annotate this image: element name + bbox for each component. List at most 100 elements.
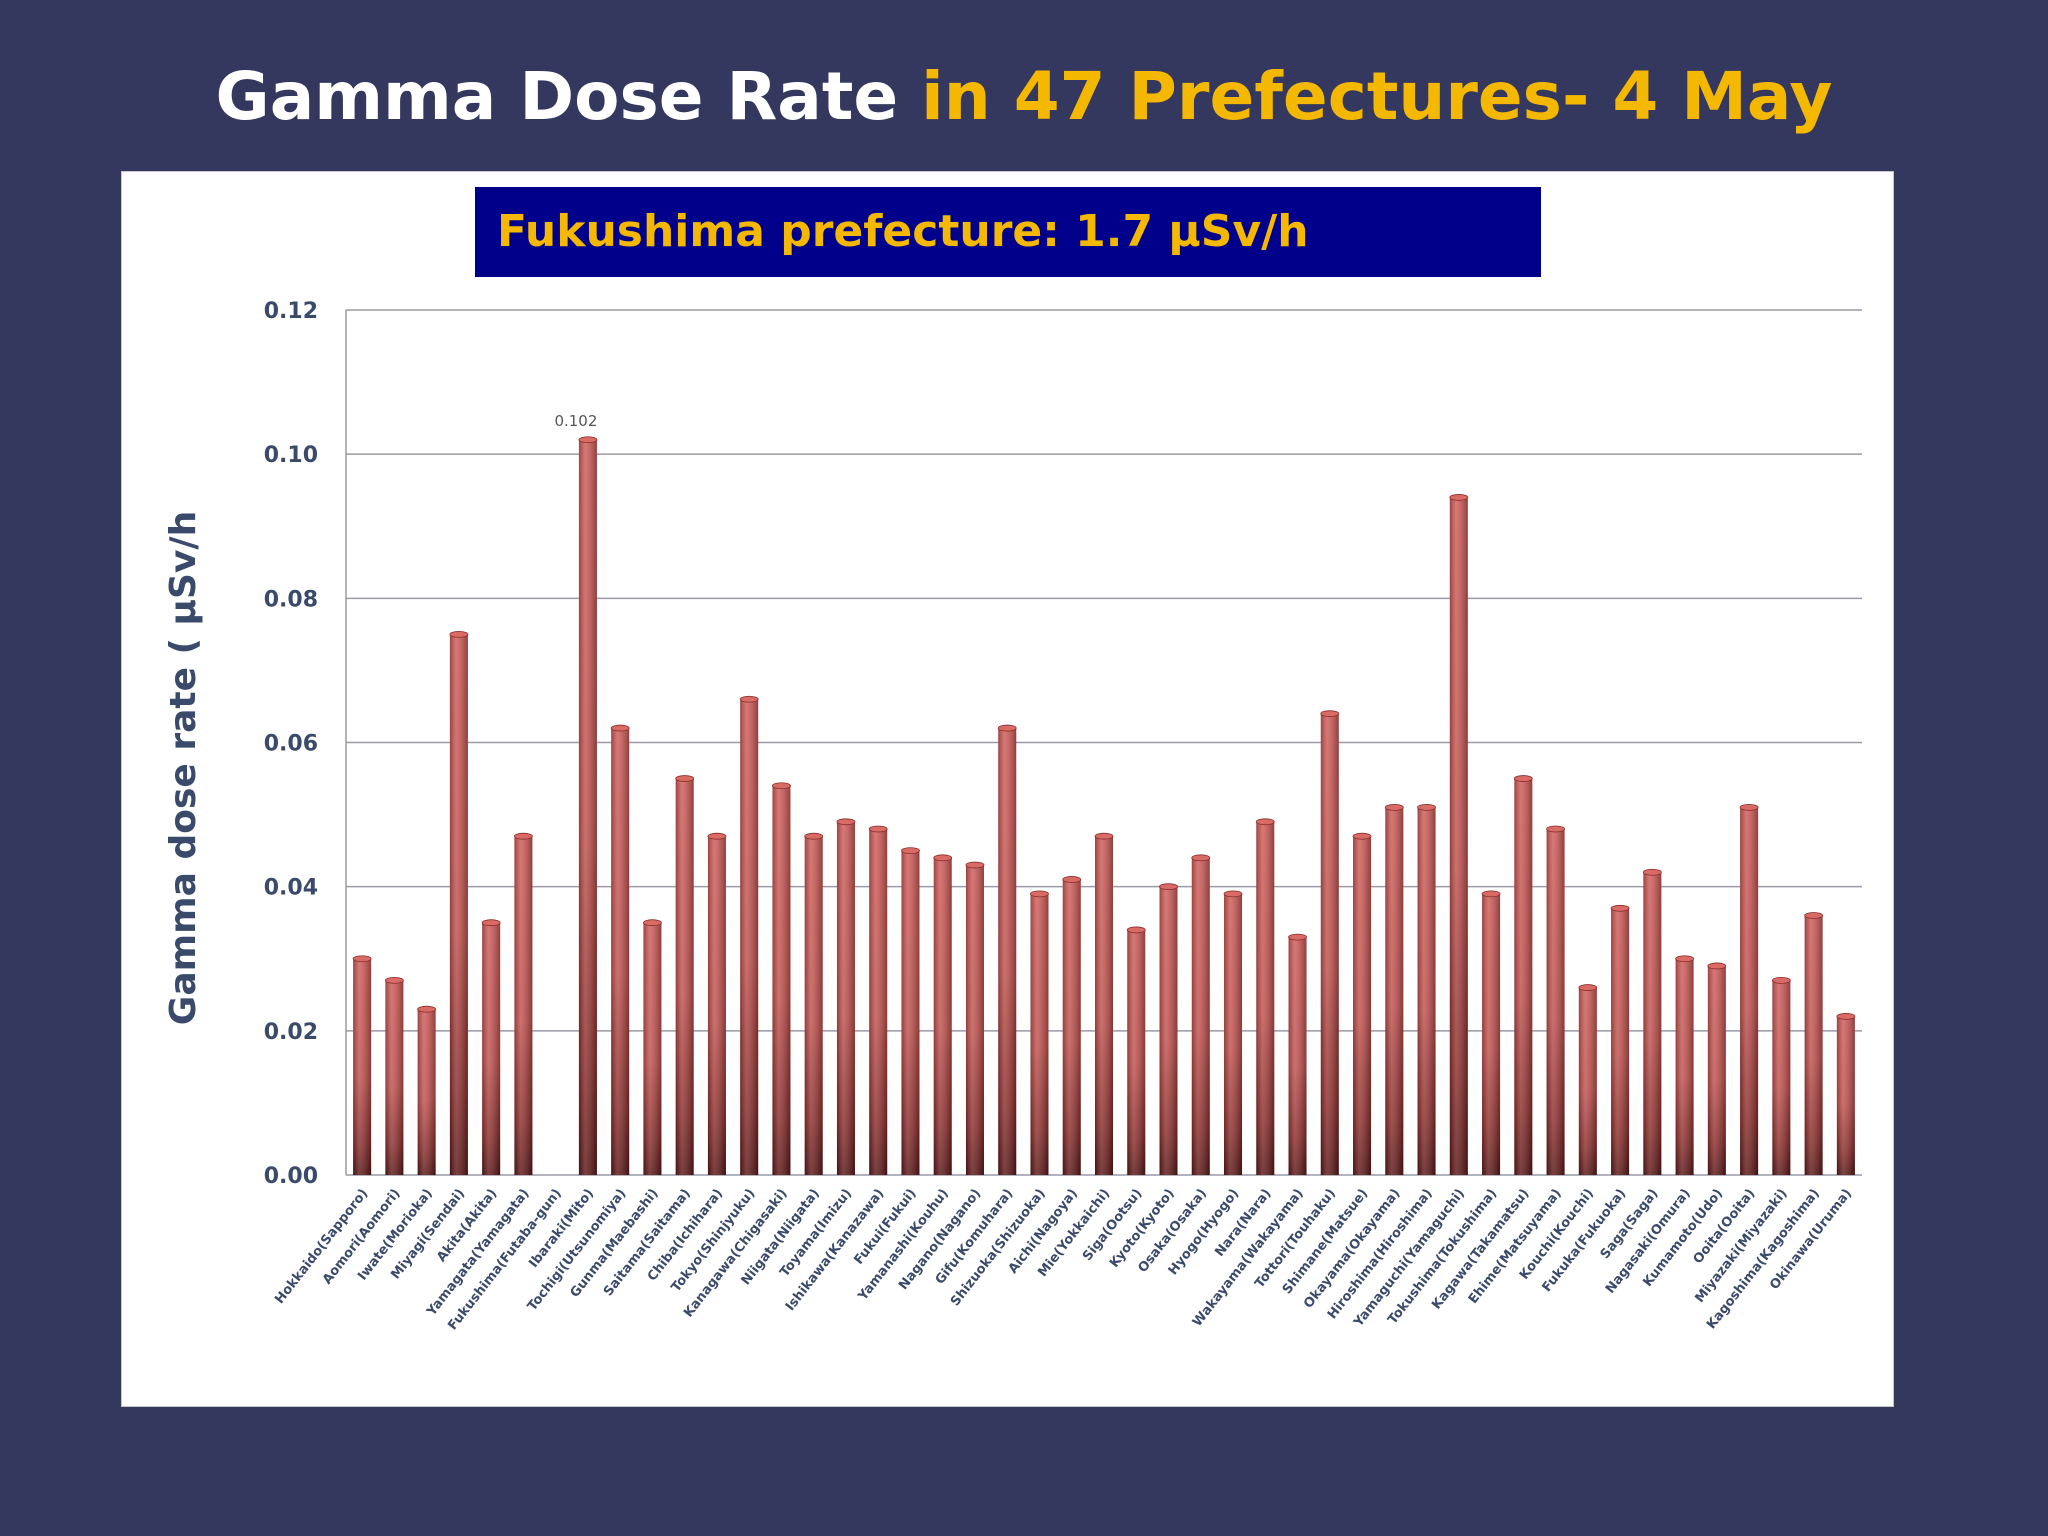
bar-shading	[804, 836, 823, 1175]
bar-shading	[1836, 1016, 1855, 1175]
bar-top	[514, 832, 533, 840]
bar-shading	[449, 634, 468, 1175]
bar-top	[868, 825, 888, 833]
bar	[1352, 832, 1372, 1175]
bar-top	[1610, 904, 1630, 912]
bar-top	[997, 724, 1017, 732]
bar	[1320, 710, 1340, 1175]
y-axis-ticks: 0.00 0.02 0.04 0.06 0.08 0.10 0.12	[264, 299, 318, 1189]
bar-top	[1352, 832, 1372, 840]
bar-shading	[1578, 987, 1597, 1175]
bar-shading	[707, 836, 726, 1175]
bar-top	[352, 955, 372, 963]
bar	[965, 861, 985, 1175]
bar-top	[1546, 825, 1565, 833]
bar-shading	[1804, 915, 1823, 1175]
bar-shading	[901, 850, 920, 1175]
bar	[384, 976, 404, 1175]
bar-top	[965, 861, 985, 869]
bar-shading	[836, 821, 855, 1175]
bar-shading	[1385, 807, 1404, 1175]
bar-shading	[514, 836, 533, 1175]
bar	[1449, 494, 1469, 1176]
bar	[836, 818, 856, 1175]
bar	[1610, 904, 1630, 1175]
bar	[1191, 854, 1211, 1175]
bar	[1546, 825, 1565, 1175]
bar	[1513, 775, 1533, 1175]
bar-top	[1449, 494, 1469, 501]
bar	[739, 695, 759, 1175]
bar	[772, 782, 791, 1175]
bar	[901, 847, 920, 1175]
bar-top	[1707, 962, 1727, 970]
y-tick-label: 0.02	[264, 1020, 318, 1045]
bar	[1707, 962, 1727, 1175]
bar	[804, 832, 824, 1175]
bar-top	[481, 919, 501, 927]
bars	[352, 436, 1856, 1176]
bar-shading	[1191, 857, 1210, 1175]
bar-shading	[1740, 807, 1759, 1175]
bar-top	[578, 436, 598, 444]
fukushima-callout: Fukushima prefecture: 1.7 µSv/h	[475, 187, 1541, 277]
y-axis-title: Gamma dose rate ( µSv/h	[163, 511, 204, 1025]
bar	[610, 724, 630, 1175]
bar-shading	[1062, 879, 1081, 1175]
bar-shading	[965, 865, 984, 1175]
bar	[578, 436, 598, 1175]
bar-shading	[869, 829, 888, 1175]
bar	[1675, 955, 1694, 1175]
bar	[1771, 976, 1791, 1175]
bar-shading	[1546, 829, 1565, 1175]
bar	[1417, 803, 1436, 1175]
bar-shading	[1514, 778, 1533, 1175]
bar-top	[1578, 984, 1598, 991]
bar-shading	[772, 785, 791, 1175]
bar-top	[1513, 775, 1533, 782]
bar-top	[1642, 868, 1662, 876]
bar-shading	[611, 728, 630, 1175]
bar-shading	[1417, 807, 1436, 1175]
y-tick-label: 0.00	[264, 1164, 318, 1189]
bar	[1481, 890, 1501, 1175]
bar	[868, 825, 888, 1175]
bar-shading	[1482, 893, 1501, 1175]
bar	[514, 832, 533, 1175]
bar-shading	[353, 958, 372, 1175]
bar-top	[772, 782, 791, 790]
bar-shading	[417, 1009, 436, 1175]
bar-top	[610, 724, 630, 732]
bar	[449, 630, 469, 1175]
bar-top	[707, 832, 727, 840]
bar-top	[384, 976, 404, 984]
bar	[1159, 883, 1178, 1175]
bar	[1030, 890, 1049, 1175]
bar-shading	[1611, 908, 1630, 1175]
annotations: 0.102	[554, 412, 597, 430]
bar-shading	[1449, 497, 1468, 1176]
bar	[643, 919, 662, 1175]
bar-shading	[675, 778, 694, 1175]
bar-shading	[1159, 886, 1178, 1175]
bar-top	[1320, 710, 1340, 718]
bar	[1384, 803, 1404, 1175]
bar-top	[675, 775, 695, 782]
bar-top	[643, 919, 662, 927]
bar	[707, 832, 727, 1175]
bar-shading	[998, 728, 1017, 1175]
bar-shading	[1320, 713, 1339, 1175]
title-part-white: Gamma Dose Rate	[215, 58, 922, 135]
bar-shading	[385, 980, 404, 1175]
bar-shading	[1675, 958, 1694, 1175]
data-label: 0.102	[554, 412, 597, 430]
title-part-gold: in 47 Prefectures- 4 May	[921, 58, 1833, 135]
bar-shading	[1353, 836, 1372, 1175]
bar-top	[901, 847, 920, 855]
bar-shading	[933, 857, 952, 1175]
bar-shading	[740, 699, 759, 1175]
bar	[1804, 912, 1824, 1175]
bar-shading	[1707, 965, 1726, 1175]
bar-top	[739, 695, 759, 703]
